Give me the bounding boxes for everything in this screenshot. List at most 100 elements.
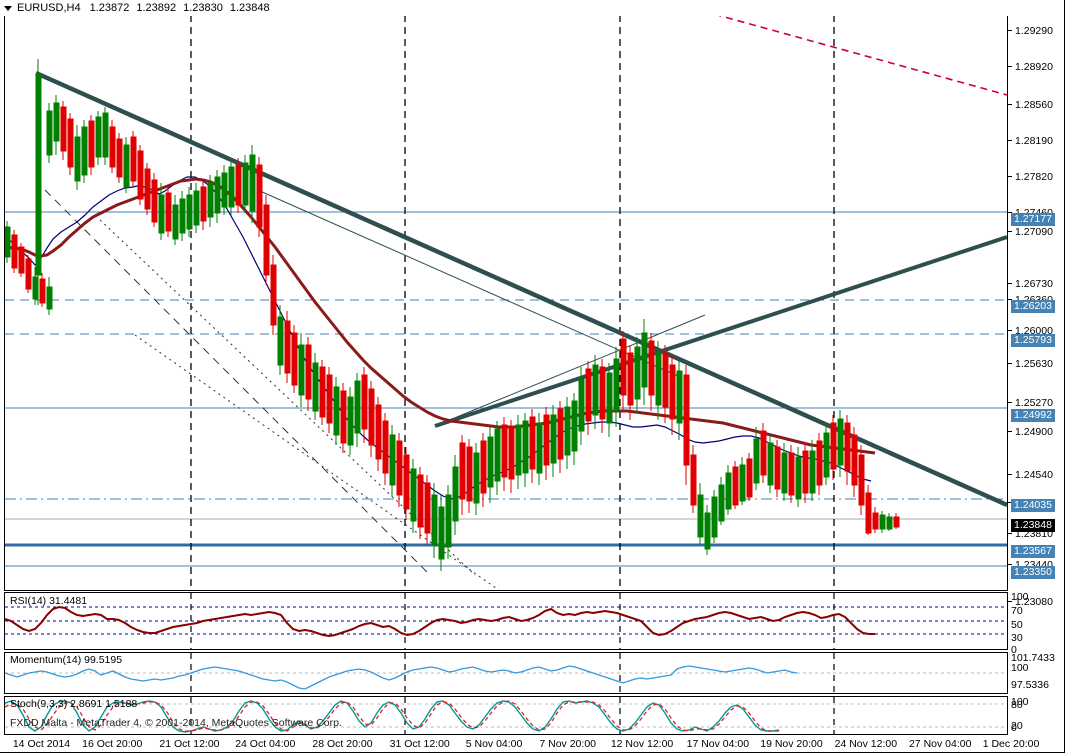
tick-mark-icon [1008,431,1012,433]
time-tick-label: 31 Oct 12:00 [389,738,450,750]
price-tick: 1.28920 [1008,61,1053,73]
current-price-label[interactable]: 1.23848 [1011,519,1055,532]
price-level-label[interactable]: 1.27177 [1011,213,1055,226]
indicator-tick-label: 101.7433 [1011,652,1055,664]
price-tick-label: 1.27090 [1015,226,1053,238]
price-tick: 1.26730 [1008,278,1053,290]
quote-high: 1.23892 [136,2,177,14]
time-tick-label: 17 Nov 04:00 [686,738,750,750]
rsi-separators [190,593,835,649]
time-tick-label: 19 Nov 20:00 [760,738,823,750]
price-panel[interactable] [4,14,1008,591]
price-level-label[interactable]: 1.25793 [1011,334,1055,347]
time-tick-label: 5 Nov 04:00 [465,738,523,750]
price-tick-label: 1.26730 [1015,278,1053,290]
tick-mark-icon [1008,474,1012,476]
time-tick-label: 24 Nov 12:00 [834,738,898,750]
price-tick-label: 1.28190 [1015,135,1053,147]
price-tick-label: 1.28920 [1015,61,1053,73]
price-tick-label: 1.25630 [1015,358,1053,370]
price-tick: 1.28190 [1008,135,1053,147]
tick-mark-icon [1008,533,1012,535]
stochastic-chart-svg [5,697,1007,734]
tick-mark-icon [1008,330,1012,332]
indicator-tick-label: 97.5336 [1011,679,1049,691]
time-tick-label: 21 Oct 12:00 [159,738,220,750]
tick-mark-icon [1008,299,1012,301]
price-tick-label: 1.23080 [1015,596,1053,608]
price-tick: 1.28560 [1008,99,1053,111]
tick-mark-icon [1008,176,1012,178]
tick-mark-icon [1008,402,1012,404]
rsi-caption: RSI(14) 31.4481 [10,595,88,607]
price-tick: 1.27090 [1008,226,1053,238]
triangle-down-icon[interactable] [4,5,12,11]
chart-header: EURUSD,H4 1.23872 1.23892 1.23830 1.2384… [0,0,1064,16]
trendline-ascending[interactable] [434,235,1007,428]
price-level-label[interactable]: 1.23567 [1011,545,1055,558]
channel-dashed-red[interactable] [645,15,1007,96]
momentum-separators [190,653,835,693]
trendline-descending-lower[interactable] [259,190,681,378]
trendline-ascending-thin[interactable] [434,314,706,427]
time-tick-label: 16 Oct 20:00 [82,738,143,750]
price-level-label[interactable]: 1.24992 [1011,409,1055,422]
price-tick: 1.24900 [1008,426,1053,438]
tick-mark-icon [1008,231,1012,233]
price-tick-label: 1.24540 [1015,469,1053,481]
indicator-tick-label: 80 [1011,699,1023,711]
time-axis[interactable]: 14 Oct 2014 16 Oct 20:00 21 Oct 12:00 24 Oc… [0,736,1039,752]
price-tick: 1.29290 [1008,25,1053,37]
tick-mark-icon [1008,363,1012,365]
price-tick: 1.24540 [1008,469,1053,481]
rsi-line [5,605,875,638]
momentum-chart-svg [5,653,1007,693]
price-tick-label: 1.29290 [1015,25,1053,37]
price-tick-label: 1.24900 [1015,426,1053,438]
price-level-label[interactable]: 1.26203 [1011,300,1055,313]
tick-mark-icon [1008,212,1012,214]
rsi-level-lines [5,606,1007,635]
price-level-label[interactable]: 1.24035 [1011,499,1055,512]
price-scale[interactable]: 1.292901.289201.285601.281901.278201.274… [1008,14,1064,735]
time-tick-label: 12 Nov 12:00 [610,738,674,750]
tick-mark-icon [1008,30,1012,32]
price-plot [5,15,1007,590]
indicator-tick-label: 30 [1011,632,1023,644]
stochastic-panel[interactable] [4,696,1008,735]
price-tick: 1.23080 [1008,596,1053,608]
indicator-tick-label: 100 [1011,591,1029,603]
momentum-plot [5,653,1007,693]
quote-close: 1.23848 [229,2,270,14]
quote-open: 1.23872 [89,2,130,14]
level-lines [5,211,1007,567]
quote-low: 1.23830 [183,2,223,14]
indicator-tick-label: 100 [1011,662,1029,674]
price-level-label[interactable]: 1.23350 [1011,566,1055,579]
stochastic-plot [5,697,1007,734]
indicator-tick-label: 100 [1011,696,1029,708]
indicator-tick-label: 50 [1011,619,1023,631]
momentum-panel[interactable] [4,652,1008,694]
rsi-panel[interactable] [4,592,1008,650]
candlestick-series [5,59,900,571]
symbol-label: EURUSD,H4 [17,2,81,14]
indicator-tick-label: 20 [1011,720,1023,732]
moving-average-slow [5,177,876,455]
price-chart-svg [5,15,1007,590]
tick-mark-icon [1008,601,1012,603]
momentum-caption: Momentum(14) 99.5195 [10,654,123,666]
rsi-plot [5,593,1007,649]
time-tick-label: 28 Oct 20:00 [312,738,373,750]
tick-mark-icon [1008,104,1012,106]
time-tick-label: 24 Oct 04:00 [235,738,296,750]
time-tick-label: 7 Nov 20:00 [539,738,596,750]
price-tick-label: 1.28560 [1015,99,1053,111]
stochastic-caption: Stoch(9,3,3) 2.8691 1.5188 [10,698,138,710]
tick-mark-icon [1008,66,1012,68]
momentum-line [5,665,798,690]
stochastic-d-line [5,700,779,732]
price-tick: 1.25270 [1008,397,1053,409]
time-tick-label: 1 Dec 20:00 [982,738,1040,750]
